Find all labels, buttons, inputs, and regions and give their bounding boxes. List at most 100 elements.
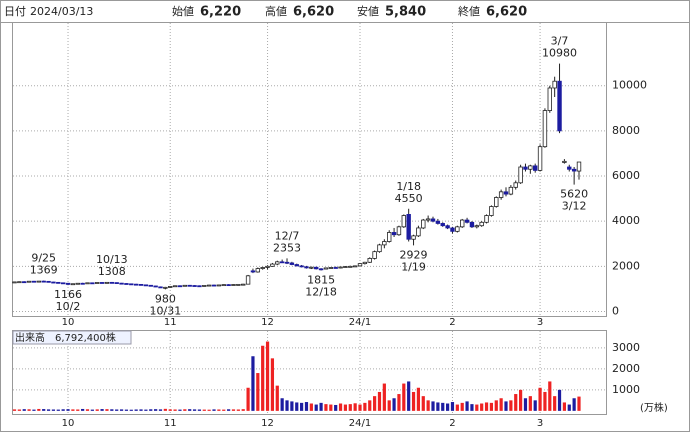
y-tick-label: 0 <box>612 304 619 317</box>
candle-body <box>498 191 504 198</box>
volume-bar <box>368 400 372 411</box>
volume-bar <box>192 409 197 411</box>
volume-bar <box>222 409 226 411</box>
candle-body <box>435 220 441 224</box>
volume-bar <box>553 396 557 411</box>
volume-bar <box>416 387 421 411</box>
header-label: 始値 <box>172 4 194 18</box>
candle-body <box>469 221 475 228</box>
candle-body <box>304 266 309 269</box>
candle-body <box>343 266 348 268</box>
volume-bar <box>95 409 99 411</box>
volume-bar <box>46 409 51 411</box>
candle-body <box>182 284 188 287</box>
candle-body <box>352 265 358 268</box>
candle-body <box>338 266 343 269</box>
volume-bar <box>358 404 362 411</box>
candle-body <box>202 285 207 287</box>
candle-body <box>12 281 17 284</box>
x-tick-label: 12 <box>261 418 274 429</box>
volume-bar <box>134 409 138 411</box>
volume-bar <box>329 404 333 411</box>
header-label: 終値 <box>458 5 480 18</box>
x-tick-label: 3 <box>537 317 543 328</box>
volume-bar <box>168 409 172 411</box>
candle-body <box>528 165 533 170</box>
annotation-date: 1/19 <box>401 260 426 273</box>
candle-body <box>124 283 129 285</box>
volume-bar <box>227 409 231 411</box>
candle-body <box>279 261 285 264</box>
x-tick-label: 12 <box>261 317 274 328</box>
volume-bar <box>519 389 523 411</box>
volume-bar <box>567 404 571 411</box>
volume-bar <box>304 402 309 411</box>
candle-body <box>99 282 105 284</box>
y-tick-label: 6000 <box>612 169 640 182</box>
candle-body <box>464 219 470 223</box>
candle-body <box>348 265 353 268</box>
candle-body <box>114 282 119 284</box>
candle-body <box>90 282 95 285</box>
x-tick-label: 10 <box>62 418 75 429</box>
volume-bar <box>397 394 401 411</box>
candle-body <box>372 251 377 259</box>
candle-body <box>17 281 22 284</box>
volume-bar <box>261 345 265 411</box>
annotation-value: 1308 <box>98 265 126 278</box>
candle-body <box>168 286 173 288</box>
volume-bar <box>484 402 489 411</box>
volume-bar <box>450 402 455 411</box>
annotation-date: 9/25 <box>31 252 56 265</box>
volume-bar <box>139 409 143 411</box>
candle-body <box>31 280 37 283</box>
volume-bar <box>76 409 80 411</box>
volume-bar <box>572 398 576 411</box>
volume-bar <box>119 409 124 411</box>
volume-bar <box>22 409 26 411</box>
candle-body <box>328 267 334 269</box>
volume-bar <box>154 409 158 411</box>
volume-bar <box>42 409 46 411</box>
x-tick-label: 3 <box>537 418 543 429</box>
annotation-date: 3/7 <box>551 35 569 48</box>
volume-bar <box>256 373 260 411</box>
candle-body <box>314 266 319 270</box>
volume-bar <box>90 409 94 411</box>
y-tick-label: 4000 <box>612 214 640 227</box>
candle-body <box>70 283 76 286</box>
candle-body <box>163 286 168 289</box>
volume-bar <box>217 409 221 411</box>
candle-body <box>245 275 251 285</box>
volume-bar <box>494 400 498 411</box>
volume-bar <box>295 402 299 411</box>
annotation-value: 10980 <box>542 47 577 60</box>
candle-body <box>236 283 241 286</box>
candle-body <box>255 268 261 273</box>
volume-bar <box>373 396 377 411</box>
volume-bar <box>489 402 494 411</box>
candle-body <box>104 281 110 284</box>
volume-bar <box>470 404 474 411</box>
candle-body <box>51 281 56 284</box>
volume-bar <box>275 385 279 411</box>
volume-bar <box>523 398 528 411</box>
annotation-date: 10/2 <box>56 300 81 313</box>
x-tick-label: 24/1 <box>349 418 371 429</box>
volume-bar <box>173 409 177 411</box>
candle-body <box>60 282 66 285</box>
annotation-date: 12/18 <box>305 286 337 299</box>
volume-bar <box>241 409 245 411</box>
candle-body <box>221 284 226 287</box>
candle-body <box>109 281 115 284</box>
candle-body <box>294 264 299 267</box>
candle-body <box>537 146 543 171</box>
volume-bar <box>334 404 338 411</box>
volume-bar <box>56 409 60 411</box>
volume-title-box <box>12 330 132 345</box>
candle-body <box>362 261 368 265</box>
candle-body <box>22 281 27 284</box>
volume-bar <box>475 404 479 411</box>
volume-bar <box>236 409 240 411</box>
